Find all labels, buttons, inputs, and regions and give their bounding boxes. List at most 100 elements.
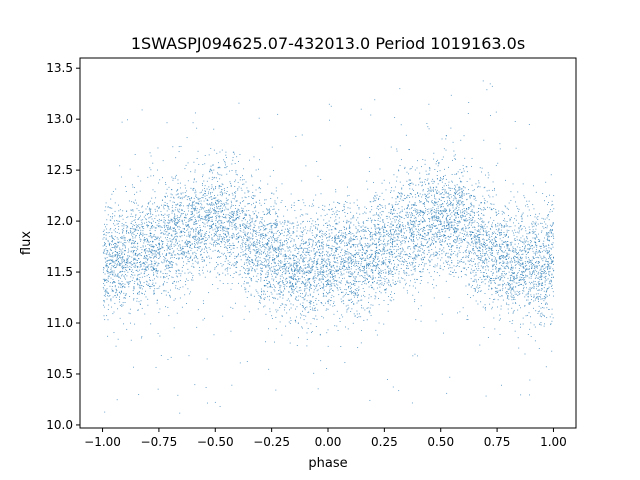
data-point: [408, 179, 410, 181]
data-point: [191, 212, 193, 213]
data-point: [511, 293, 513, 295]
data-point: [281, 230, 283, 231]
data-point: [183, 211, 185, 212]
data-point: [241, 266, 243, 267]
data-point: [444, 201, 445, 203]
data-point: [248, 269, 250, 271]
data-point: [127, 251, 129, 253]
data-point: [519, 249, 521, 251]
data-point: [551, 225, 552, 227]
data-point: [214, 240, 216, 242]
data-point: [252, 217, 254, 219]
data-point: [272, 254, 274, 256]
data-point: [328, 224, 330, 226]
data-point: [242, 242, 244, 243]
data-point: [197, 216, 199, 218]
data-point: [394, 221, 396, 223]
data-point: [217, 239, 219, 241]
data-point: [390, 192, 391, 193]
data-point: [159, 251, 161, 253]
data-point: [228, 239, 230, 241]
data-point: [222, 230, 224, 232]
data-point: [433, 239, 435, 241]
data-point: [493, 231, 495, 233]
data-point: [163, 250, 165, 252]
data-point: [106, 219, 108, 221]
data-point: [486, 231, 488, 233]
data-point: [276, 222, 278, 224]
data-point: [133, 254, 135, 256]
data-point: [401, 193, 403, 195]
data-point: [277, 197, 279, 199]
data-point: [294, 262, 296, 264]
data-point: [111, 271, 113, 273]
data-point: [139, 281, 141, 283]
data-point: [327, 282, 329, 284]
data-point: [225, 164, 226, 166]
data-point: [450, 270, 452, 272]
data-point: [259, 300, 261, 302]
data-point: [359, 213, 361, 215]
data-point: [457, 193, 459, 195]
data-point: [158, 253, 160, 255]
data-point: [470, 234, 472, 236]
data-point: [257, 168, 259, 170]
data-point: [478, 211, 479, 213]
data-point: [415, 245, 416, 247]
data-point: [109, 294, 111, 296]
data-point: [142, 286, 144, 287]
data-point: [255, 252, 257, 254]
data-point: [298, 261, 300, 263]
data-point: [454, 242, 456, 244]
data-point: [195, 220, 197, 222]
data-point: [360, 275, 362, 276]
data-point: [384, 232, 386, 233]
data-point: [293, 263, 295, 265]
data-point: [450, 202, 452, 204]
data-point: [230, 253, 232, 255]
data-point: [294, 248, 296, 250]
data-point: [140, 284, 142, 286]
data-point: [472, 295, 474, 297]
data-point: [483, 214, 485, 216]
data-point: [163, 234, 165, 236]
data-point: [393, 209, 395, 211]
data-point: [176, 232, 178, 234]
data-point: [428, 251, 430, 253]
data-point: [140, 261, 141, 263]
data-point: [112, 282, 114, 284]
data-point: [107, 335, 109, 337]
data-point: [433, 279, 435, 281]
data-point: [448, 257, 450, 259]
data-point: [339, 268, 341, 270]
data-point: [134, 228, 136, 230]
data-point: [295, 284, 296, 285]
data-point: [302, 242, 304, 244]
data-point: [331, 273, 333, 275]
data-point: [214, 211, 216, 213]
data-point: [124, 302, 126, 303]
data-point: [218, 215, 220, 217]
data-point: [228, 240, 229, 242]
data-point: [455, 254, 457, 256]
data-point: [414, 225, 416, 227]
data-point: [220, 229, 222, 231]
data-point: [377, 258, 379, 260]
data-point: [389, 253, 390, 255]
data-point: [466, 269, 468, 271]
data-point: [231, 384, 233, 386]
data-point: [288, 256, 289, 258]
data-point: [449, 217, 451, 219]
data-point: [167, 246, 169, 248]
data-point: [399, 282, 401, 284]
data-point: [218, 223, 220, 225]
data-point: [411, 229, 413, 231]
data-point: [164, 233, 166, 235]
data-point: [394, 203, 396, 205]
data-point: [172, 227, 174, 229]
data-point: [290, 241, 292, 243]
data-point: [535, 298, 537, 299]
data-point: [551, 320, 553, 322]
data-point: [419, 282, 421, 284]
data-point: [383, 224, 385, 226]
